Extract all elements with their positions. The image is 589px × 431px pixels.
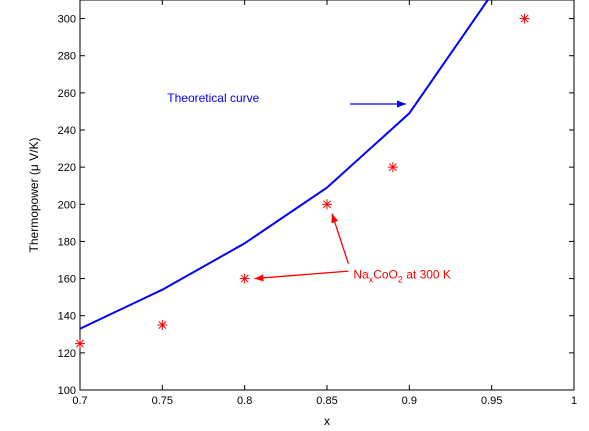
y-tick-label: 100	[58, 385, 76, 397]
series-points-naxcoo2	[75, 13, 530, 349]
x-tick-label: 0.8	[237, 395, 252, 407]
y-axis: 100 120 140 160 180 200 220 240 260 280 300	[58, 14, 574, 397]
y-tick-label: 260	[58, 88, 76, 100]
x-axis-label: x	[324, 414, 330, 428]
series-line-theoretical-curve	[80, 0, 490, 330]
annotations: Theoretical curve NaxCoO2 at 300 K	[167, 91, 451, 284]
annotation-arrow-data	[254, 270, 349, 282]
annotation-label-theory: Theoretical curve	[167, 91, 259, 105]
y-tick-label: 160	[58, 274, 76, 286]
data-point	[75, 338, 85, 349]
y-axis-label: Thermopower (μ V/K)	[27, 138, 41, 253]
data-point	[387, 162, 398, 173]
annotation-arrow-data	[331, 213, 350, 264]
x-tick-label: 0.75	[152, 395, 173, 407]
data-point	[157, 320, 168, 330]
y-tick-label: 140	[58, 311, 76, 323]
x-tick-label: 0.7	[72, 395, 87, 407]
x-axis: 0.7 0.75 0.8 0.85 0.9 0.95 1	[72, 0, 577, 407]
data-point	[519, 13, 530, 24]
data-point	[322, 199, 332, 210]
x-tick-label: 0.85	[316, 395, 337, 407]
data-point	[239, 273, 250, 284]
y-tick-label: 220	[58, 162, 76, 174]
y-tick-label: 300	[58, 14, 76, 26]
y-tick-label: 180	[58, 236, 76, 248]
y-tick-label: 240	[58, 125, 76, 137]
y-tick-label: 280	[58, 51, 76, 63]
y-tick-label: 120	[58, 348, 76, 360]
x-tick-label: 1	[571, 395, 577, 407]
annotation-label-data: NaxCoO2 at 300 K	[353, 268, 451, 285]
plot-area	[79, 0, 575, 391]
y-tick-label: 200	[58, 199, 76, 211]
x-tick-label: 0.95	[481, 395, 502, 407]
x-tick-label: 0.9	[402, 395, 417, 407]
